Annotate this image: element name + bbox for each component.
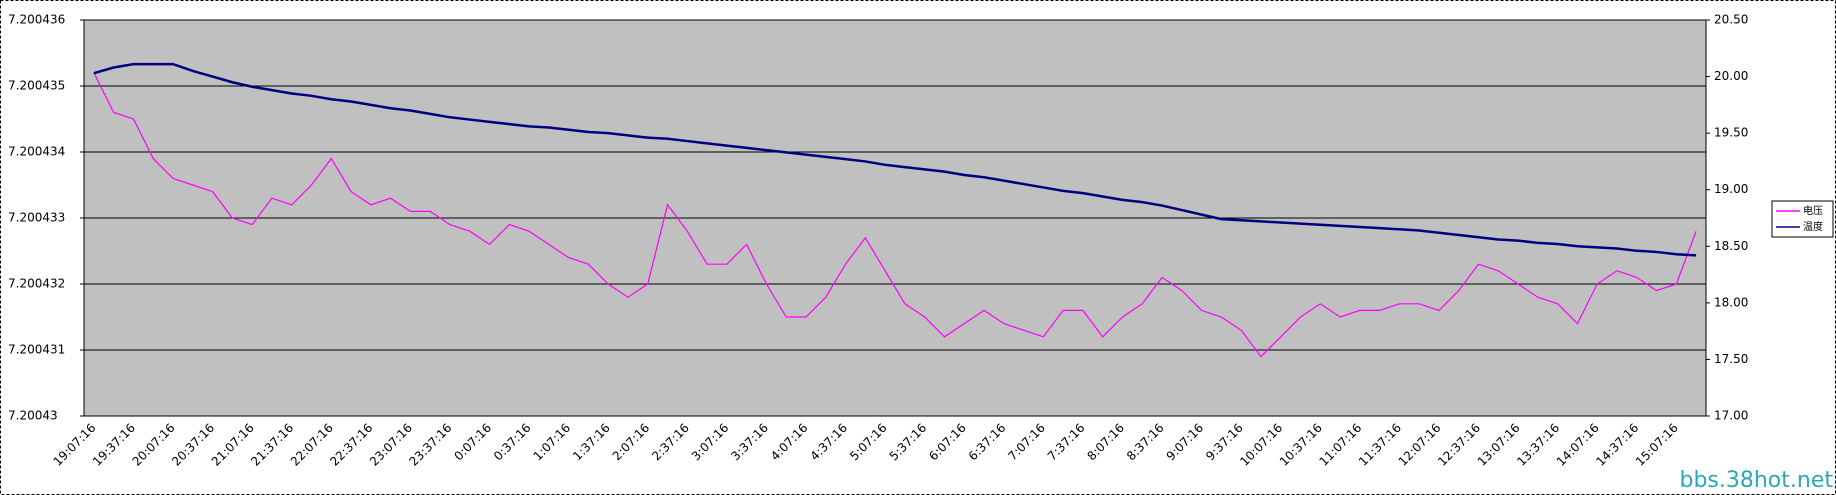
y-tick-label: 7.200436 [8,13,65,27]
y2-tick-label: 20.50 [1714,13,1748,27]
y-tick-label: 7.200433 [8,211,65,225]
y-tick-label: 7.200431 [8,343,65,357]
series-line [93,72,1697,358]
y2-tick-label: 18.50 [1714,239,1748,253]
y-tick-label: 7.200435 [8,79,65,93]
y2-tick-label: 18.00 [1714,295,1748,309]
y-tick-label: 7.200432 [8,277,65,291]
y-tick-label: 7.200434 [8,145,65,159]
legend-label: 电压 [1803,204,1823,217]
legend-box [1771,200,1834,238]
series-line [93,62,1697,257]
watermark: bbs.38hot.net [1679,468,1833,493]
y-tick-label: 7.20043 [8,409,58,423]
y2-tick-label: 20.00 [1714,69,1748,83]
legend-label: 温度 [1803,220,1823,233]
y2-tick-label: 19.00 [1714,182,1748,196]
y2-tick-label: 17.00 [1714,409,1748,423]
y2-tick-label: 19.50 [1714,126,1748,140]
y2-tick-label: 17.50 [1714,352,1748,366]
